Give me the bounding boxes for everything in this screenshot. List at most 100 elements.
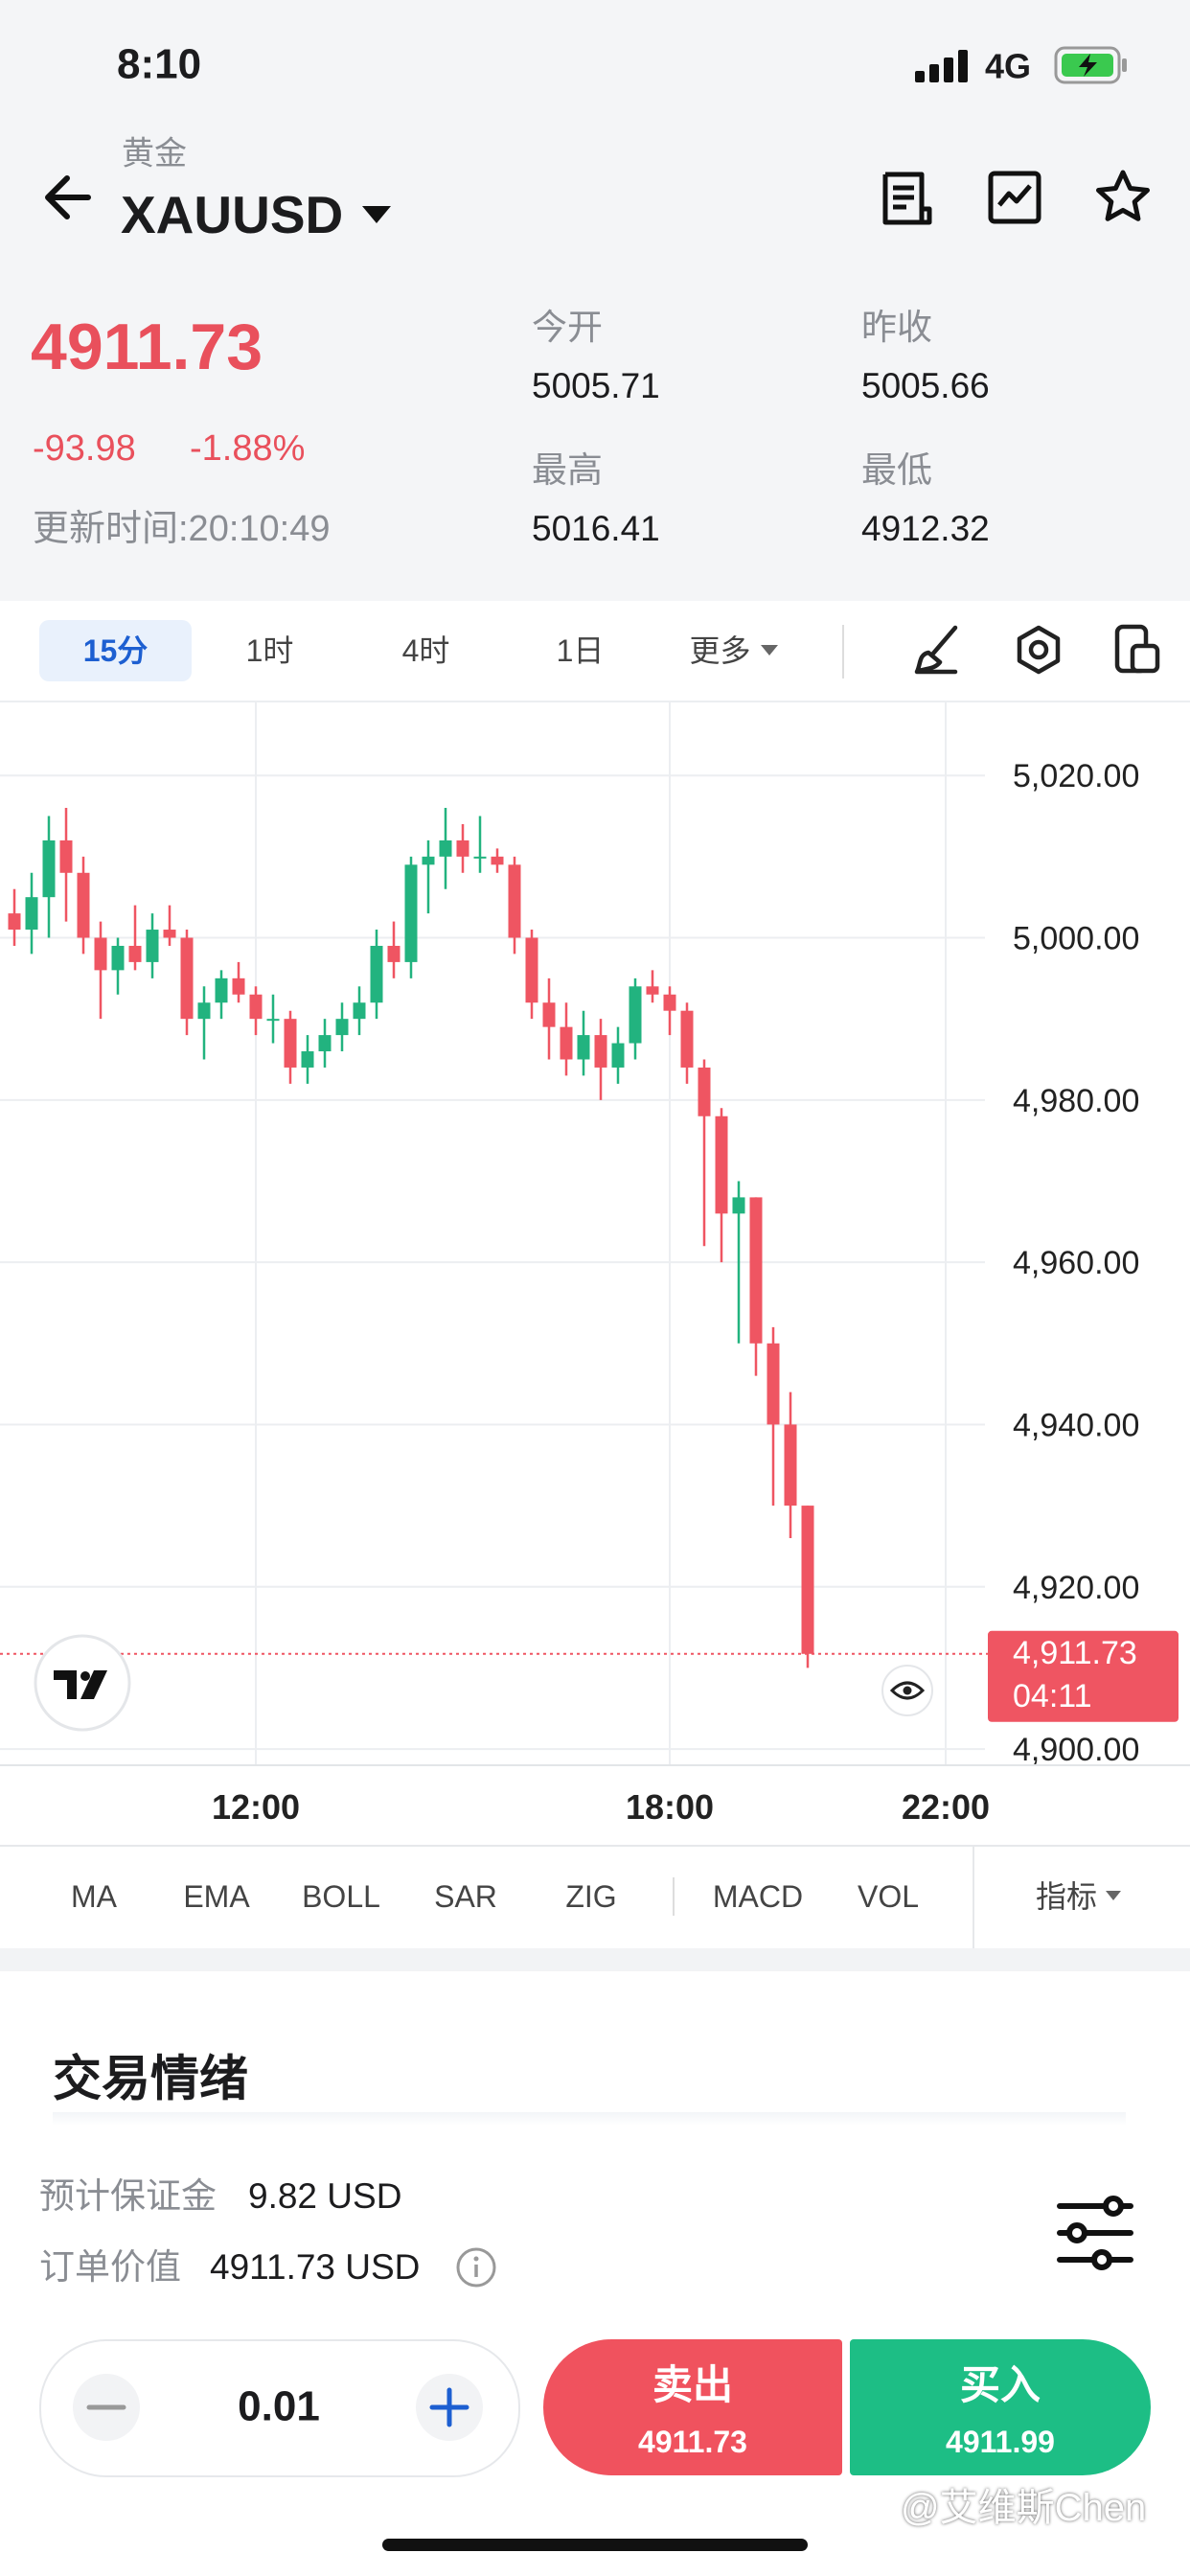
- buy-price[interactable]: 4911.99: [946, 2424, 1055, 2459]
- quantity-stepper: [39, 2339, 520, 2477]
- candle-body: [456, 840, 469, 857]
- stat-value: 5016.41: [532, 508, 660, 548]
- symbol-dropdown[interactable]: [360, 203, 393, 226]
- candle-body: [301, 1051, 314, 1068]
- sentiment-bar: [53, 2112, 1126, 2126]
- candle-body: [646, 986, 659, 995]
- stat-label: 最高: [532, 449, 603, 490]
- candle-body: [680, 1010, 694, 1068]
- section-gap: [0, 1948, 1190, 1971]
- candle-body: [439, 840, 452, 857]
- candle-countdown: 04:11: [1013, 1678, 1092, 1714]
- network-label: 4G: [985, 46, 1032, 86]
- candle-body: [8, 913, 21, 931]
- candle-body: [25, 897, 38, 931]
- stat-label: 昨收: [861, 307, 932, 347]
- tv-logo-dot: [80, 1671, 90, 1681]
- order-settings-icon[interactable]: [1054, 2193, 1136, 2273]
- timeframe-tab[interactable]: 1时: [245, 633, 294, 668]
- draw-tool-icon[interactable]: [911, 624, 961, 676]
- last-price-tag: [988, 1630, 1179, 1722]
- candle-body: [577, 1035, 590, 1060]
- candle-body: [473, 856, 487, 859]
- info-icon[interactable]: [880, 171, 935, 226]
- menu-caret: [1106, 1891, 1121, 1900]
- section-title: 交易情绪: [53, 2051, 249, 2106]
- info-icon[interactable]: [455, 2246, 497, 2288]
- indicator-button[interactable]: VOL: [857, 1878, 920, 1914]
- stat-label: 今开: [532, 307, 603, 347]
- indicator-button[interactable]: MACD: [712, 1878, 804, 1914]
- symbol-title[interactable]: XAUUSD: [121, 185, 344, 244]
- indicator-button[interactable]: BOLL: [302, 1878, 380, 1914]
- candle-body: [732, 1197, 745, 1214]
- candle-body: [611, 1043, 625, 1068]
- tv-logo-mark: [54, 1670, 107, 1699]
- header-background: [0, 0, 1190, 601]
- price-change: -93.98: [33, 428, 136, 470]
- divider: [0, 701, 1190, 702]
- indicator-button[interactable]: SAR: [434, 1878, 497, 1914]
- quantity-value[interactable]: 0.01: [238, 2382, 320, 2430]
- sell-label[interactable]: 卖出: [652, 2361, 734, 2407]
- margin-value: 9.82 USD: [248, 2175, 402, 2216]
- indicator-button[interactable]: MA: [71, 1878, 117, 1914]
- candle-body: [266, 1019, 280, 1022]
- candle-body: [94, 937, 107, 971]
- decrease-button[interactable]: [72, 2373, 141, 2442]
- candle-body: [594, 1035, 607, 1068]
- margin-label: 预计保证金: [39, 2175, 217, 2216]
- last-price: 4911.73: [31, 310, 263, 384]
- buy-label[interactable]: 买入: [959, 2361, 1041, 2407]
- timeframe-tab[interactable]: 1日: [556, 633, 605, 668]
- layout-icon[interactable]: [1113, 623, 1163, 677]
- candle-body: [197, 1002, 211, 1020]
- candle-body: [284, 1019, 297, 1068]
- candle-body: [77, 872, 90, 938]
- indicator-button[interactable]: EMA: [183, 1878, 250, 1914]
- back-button[interactable]: [40, 171, 96, 224]
- timeframe-tab[interactable]: 15分: [39, 620, 192, 681]
- indicator-button[interactable]: ZIG: [565, 1878, 617, 1914]
- separator: [973, 1847, 974, 1948]
- timeframe-tab[interactable]: 4时: [401, 633, 450, 668]
- chart-icon[interactable]: [988, 171, 1041, 224]
- more-caret: [761, 645, 778, 656]
- candle-body: [353, 1002, 366, 1020]
- candle-body: [491, 856, 504, 865]
- y-tick-label: 4,920.00: [1013, 1570, 1139, 1606]
- price-change-percent: -1.88%: [190, 428, 306, 470]
- x-tick-label: 12:00: [212, 1787, 300, 1827]
- candle-body: [318, 1035, 332, 1052]
- candle-body: [715, 1116, 728, 1214]
- timeframe-tab[interactable]: 更多: [689, 633, 751, 668]
- y-tick-label: 5,020.00: [1013, 758, 1139, 794]
- candle-body: [560, 1026, 573, 1060]
- candle-body: [232, 978, 245, 995]
- candlestick-chart: 4,900.00 4,920.00 4,940.00 4,960.00 4,980.00…: [0, 702, 1190, 1827]
- x-tick-label: 18:00: [626, 1787, 714, 1827]
- x-tick-label: 22:00: [902, 1787, 990, 1827]
- y-tick-label: 4,960.00: [1013, 1245, 1139, 1281]
- candle-body: [335, 1019, 349, 1036]
- order-value: 4911.73 USD: [210, 2246, 421, 2287]
- status-time: 8:10: [117, 40, 202, 88]
- buy-button[interactable]: [850, 2339, 1151, 2475]
- candle-body: [146, 930, 159, 962]
- indicator-menu[interactable]: 指标: [1035, 1878, 1098, 1914]
- sell-button[interactable]: [543, 2339, 842, 2475]
- candle-body: [249, 994, 263, 1020]
- increase-button[interactable]: [415, 2373, 484, 2442]
- settings-icon[interactable]: [1014, 625, 1064, 677]
- y-tick-label: 4,900.00: [1013, 1732, 1139, 1768]
- favorite-icon[interactable]: [1094, 169, 1152, 224]
- candle-body: [42, 840, 56, 898]
- candle-body: [370, 945, 383, 1003]
- candle-body: [508, 864, 521, 938]
- signal-icon: [915, 50, 968, 82]
- sell-price[interactable]: 4911.73: [638, 2424, 747, 2459]
- divider: [0, 1845, 1190, 1847]
- candle-body: [163, 930, 176, 938]
- stat-value: 4912.32: [861, 508, 990, 548]
